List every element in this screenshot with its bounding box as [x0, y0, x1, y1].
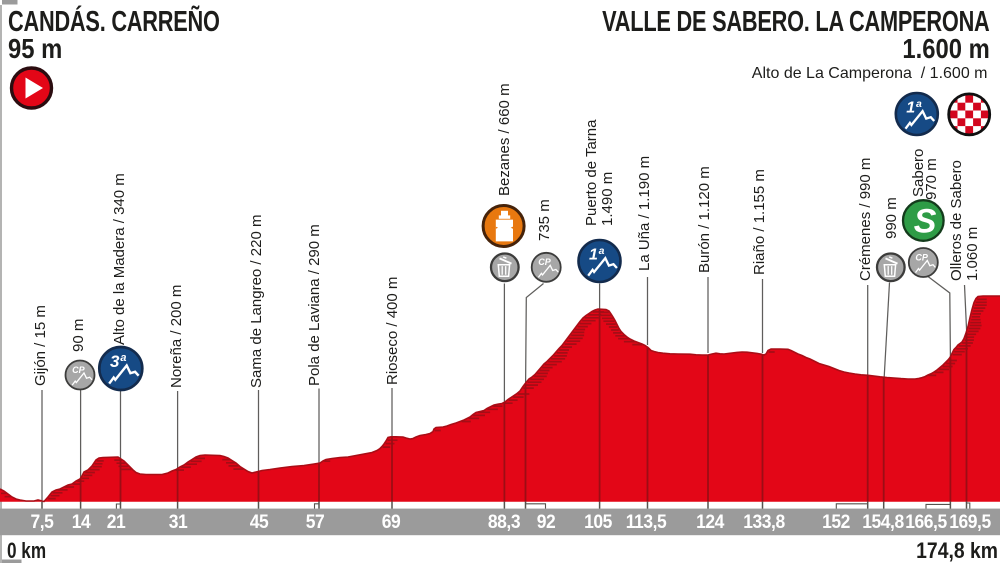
svg-text:S: S [914, 203, 937, 241]
svg-text:CP: CP [72, 365, 85, 375]
svg-text:1ª: 1ª [906, 100, 922, 117]
svg-text:1ª: 1ª [589, 247, 605, 264]
svg-text:3ª: 3ª [110, 352, 126, 371]
svg-text:CP: CP [538, 257, 551, 267]
svg-text:CP: CP [915, 252, 928, 262]
